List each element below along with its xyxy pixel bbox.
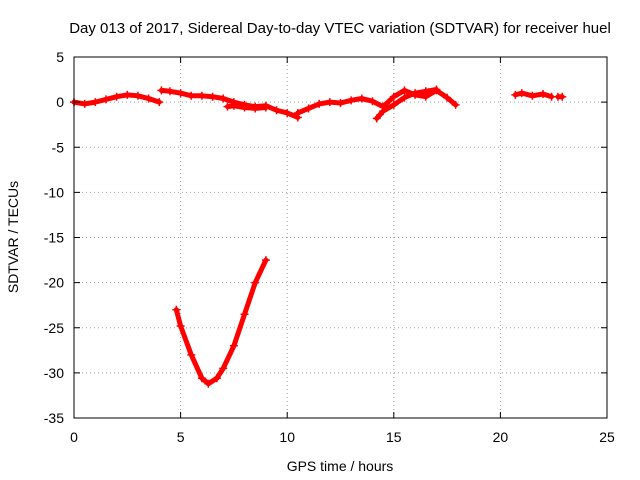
- data-point: [347, 96, 356, 105]
- data-point: [261, 103, 270, 112]
- data-point: [187, 91, 196, 100]
- data-point: [80, 99, 89, 108]
- data-point: [240, 103, 249, 112]
- data-point: [229, 101, 238, 110]
- x-tick-label: 10: [279, 429, 295, 445]
- data-layer: [70, 85, 567, 388]
- data-point: [389, 92, 398, 101]
- data-point: [176, 321, 185, 330]
- data-trace: [173, 257, 269, 387]
- data-point: [400, 93, 409, 102]
- data-point: [539, 90, 548, 99]
- data-point: [379, 107, 388, 116]
- x-axis-label: GPS time / hours: [287, 458, 394, 474]
- data-point: [157, 86, 166, 95]
- data-point: [123, 90, 132, 99]
- data-point: [219, 364, 228, 373]
- data-point: [261, 256, 270, 265]
- data-point: [223, 102, 232, 111]
- grid-layer: [74, 57, 607, 418]
- data-point: [411, 89, 420, 98]
- data-point: [293, 108, 302, 117]
- y-tick-label: -30: [44, 365, 64, 381]
- y-tick-label: -5: [52, 139, 65, 155]
- x-tick-label: 15: [386, 429, 402, 445]
- data-point: [357, 94, 366, 103]
- data-point: [558, 92, 567, 101]
- x-tick-label: 5: [177, 429, 185, 445]
- data-point: [229, 341, 238, 350]
- data-point: [304, 104, 313, 113]
- data-point: [372, 114, 381, 123]
- data-point: [389, 100, 398, 109]
- data-point: [172, 305, 181, 314]
- data-point: [528, 91, 537, 100]
- x-tick-label: 0: [70, 429, 78, 445]
- y-tick-label: 5: [56, 49, 64, 65]
- data-point: [155, 98, 164, 107]
- data-point: [219, 94, 228, 103]
- data-point: [432, 85, 441, 94]
- y-tick-label: -25: [44, 320, 64, 336]
- data-point: [511, 90, 520, 99]
- data-point: [165, 87, 174, 96]
- y-tick-label: -15: [44, 230, 64, 246]
- y-tick-label: -10: [44, 184, 64, 200]
- data-point: [204, 379, 213, 388]
- data-point: [133, 91, 142, 100]
- data-point: [400, 86, 409, 95]
- data-point: [240, 310, 249, 319]
- chart-title: Day 013 of 2017, Sidereal Day-to-day VTE…: [69, 20, 611, 37]
- y-axis-label: SDTVAR / TECUs: [5, 181, 21, 293]
- data-trace: [295, 87, 459, 116]
- data-point: [91, 98, 100, 107]
- data-point: [421, 87, 430, 96]
- data-point: [101, 95, 110, 104]
- data-point: [208, 92, 217, 101]
- data-point: [251, 104, 260, 113]
- data-point: [212, 374, 221, 383]
- data-point: [325, 98, 334, 107]
- tick-layer: 0 5 10 15 20 25 5 0 -5 -10 -15 -20 -25 -30 -35: [44, 49, 615, 445]
- data-point: [368, 97, 377, 106]
- data-point: [251, 278, 260, 287]
- plot-frame: [73, 56, 608, 419]
- data-point: [451, 100, 460, 109]
- y-tick-label: -35: [44, 410, 64, 426]
- x-tick-label: 25: [599, 429, 615, 445]
- data-point: [112, 92, 121, 101]
- data-point: [517, 89, 526, 98]
- data-point: [443, 93, 452, 102]
- data-point: [336, 99, 345, 108]
- data-point: [176, 89, 185, 98]
- data-point: [272, 106, 281, 115]
- data-point: [144, 94, 153, 103]
- data-point: [197, 91, 206, 100]
- y-tick-label: 0: [56, 94, 64, 110]
- data-point: [315, 99, 324, 108]
- data-point: [187, 350, 196, 359]
- data-point: [283, 108, 292, 117]
- data-point: [197, 374, 206, 383]
- x-tick-label: 20: [493, 429, 509, 445]
- y-tick-label: -20: [44, 275, 64, 291]
